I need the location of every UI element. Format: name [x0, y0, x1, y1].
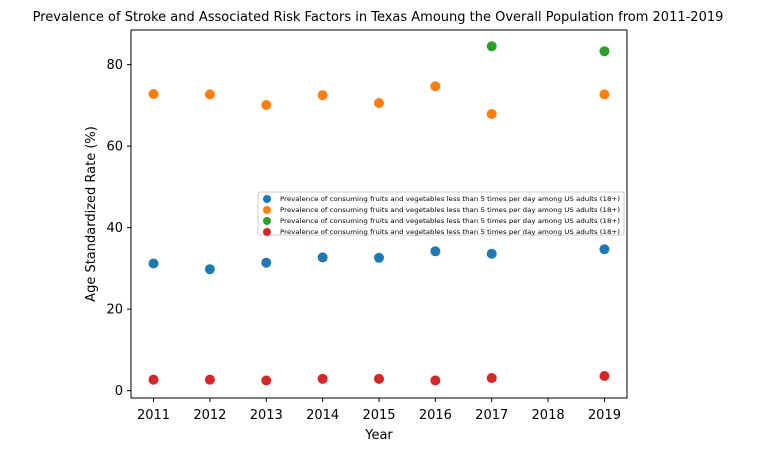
x-tick-label: 2016: [419, 408, 452, 423]
data-point-series-4: [374, 373, 384, 384]
legend-label: Prevalence of consuming fruits and veget…: [280, 207, 620, 214]
y-tick-label: 60: [106, 140, 123, 155]
y-tick-label: 40: [106, 221, 123, 236]
legend-marker: [263, 217, 271, 225]
data-point-series-4: [317, 373, 328, 384]
x-tick-label: 2014: [306, 408, 339, 423]
x-tick-label: 2015: [362, 408, 395, 423]
data-point-series-4: [261, 375, 272, 386]
scatter-points: [148, 41, 610, 386]
legend-label: Prevalence of consuming fruits and veget…: [280, 218, 620, 225]
data-point-series-2: [261, 99, 272, 110]
x-tick-label: 2013: [250, 408, 283, 423]
x-tick-label: 2011: [137, 408, 170, 423]
data-point-series-1: [486, 248, 497, 259]
data-point-series-1: [599, 244, 610, 255]
data-point-series-4: [430, 375, 441, 386]
data-point-series-2: [317, 90, 328, 101]
y-axis: 0 20 40 60 80: [106, 58, 131, 399]
legend-box: [257, 191, 625, 236]
data-point-series-2: [599, 89, 610, 100]
x-tick-label: 2019: [588, 408, 621, 423]
y-tick-label: 80: [106, 58, 123, 73]
data-point-series-2: [204, 89, 215, 100]
legend: Prevalence of consuming fruits and veget…: [257, 191, 625, 236]
data-point-series-3: [599, 46, 610, 57]
x-tick-label: 2017: [475, 408, 508, 423]
data-point-series-1: [204, 264, 215, 275]
legend-items: Prevalence of consuming fruits and veget…: [263, 195, 620, 236]
y-tick-label: 0: [115, 384, 123, 399]
x-tick-label: 2018: [532, 408, 565, 423]
data-point-series-4: [599, 370, 610, 381]
data-point-series-1: [261, 257, 272, 268]
legend-marker: [263, 195, 271, 203]
x-axis: 2011 2012 2013 2014 2015 2016 2017 2018 2019: [137, 398, 621, 423]
data-point-series-4: [204, 374, 215, 385]
data-point-series-4: [148, 374, 159, 385]
legend-marker: [263, 228, 271, 236]
legend-label: Prevalence of consuming fruits and veget…: [280, 229, 620, 236]
data-point-series-4: [486, 373, 497, 384]
data-point-series-1: [374, 252, 384, 263]
data-point-series-2: [486, 108, 497, 119]
chart-title: Prevalence of Stroke and Associated Risk…: [33, 10, 724, 25]
data-point-series-1: [317, 252, 328, 263]
legend-label: Prevalence of consuming fruits and veget…: [280, 196, 620, 203]
data-point-series-1: [148, 258, 159, 269]
y-axis-label: Age Standardized Rate (%): [84, 126, 99, 302]
data-point-series-2: [374, 97, 384, 108]
data-point-series-2: [148, 88, 159, 99]
x-tick-label: 2012: [193, 408, 226, 423]
data-point-series-1: [430, 246, 441, 257]
legend-marker: [263, 206, 271, 214]
data-point-series-2: [430, 81, 441, 92]
data-point-series-3: [486, 41, 497, 52]
y-tick-label: 20: [106, 303, 123, 318]
x-axis-label: Year: [364, 428, 393, 443]
